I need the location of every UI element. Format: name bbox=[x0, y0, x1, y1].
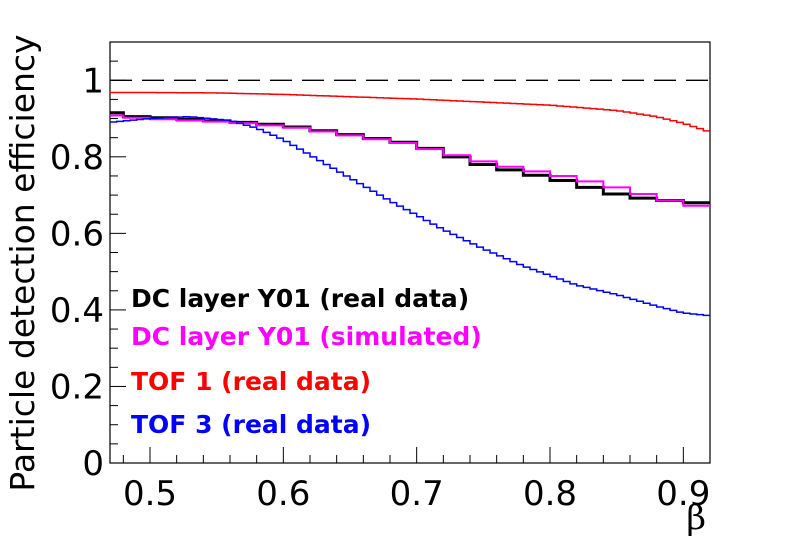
y-tick-label: 0.6 bbox=[50, 214, 104, 254]
legend-entry-2: DC layer Y01 (simulated) bbox=[131, 322, 482, 351]
series-line-2 bbox=[110, 114, 710, 207]
y-tick-label: 0.4 bbox=[50, 291, 104, 331]
x-tick-label: 0.5 bbox=[123, 474, 177, 514]
y-tick-label: 0.2 bbox=[50, 367, 104, 407]
axes: 0.5 0.6 0.7 0.8 0.9 0 0.2 0.4 0.6 0.8 1 Particle de… bbox=[3, 34, 711, 536]
plot-frame bbox=[109, 41, 711, 464]
y-tick-label: 1 bbox=[82, 61, 104, 101]
series-line-1 bbox=[110, 111, 710, 205]
legend-entry-1: DC layer Y01 (real data) bbox=[131, 284, 469, 313]
x-tick-label: 0.7 bbox=[390, 474, 444, 514]
legend-entry-4: TOF 3 (real data) bbox=[131, 410, 371, 439]
y-tick-label: 0.8 bbox=[50, 138, 104, 178]
x-tick-label: 0.6 bbox=[256, 474, 310, 514]
series-layer bbox=[110, 91, 710, 317]
x-tick-label: 0.8 bbox=[523, 474, 577, 514]
legend: DC layer Y01 (real data) DC layer Y01 (si… bbox=[131, 284, 482, 439]
legend-entry-3: TOF 1 (real data) bbox=[131, 367, 371, 396]
series-line-4 bbox=[110, 116, 710, 317]
y-tick-label: 0 bbox=[82, 444, 104, 484]
y-axis-title: Particle detection efficiency bbox=[3, 34, 42, 491]
x-axis-title: β bbox=[686, 498, 706, 536]
plot-area-frame bbox=[109, 41, 711, 464]
x-tick-label: 0.9 bbox=[656, 474, 710, 514]
series-line-3 bbox=[110, 91, 710, 132]
